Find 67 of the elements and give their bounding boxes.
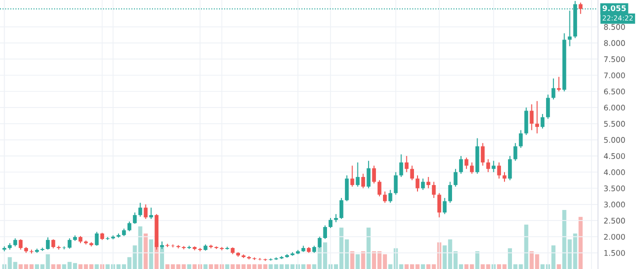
bar (556, 264, 561, 269)
bar (420, 264, 425, 269)
candlestick (382, 191, 387, 204)
candlestick (399, 154, 404, 178)
candlestick (372, 165, 376, 184)
candlestick (51, 238, 56, 249)
candlestick (486, 158, 490, 173)
candlestick (480, 142, 485, 166)
candlestick (470, 162, 474, 174)
candlestick (328, 217, 332, 228)
bar (350, 251, 354, 269)
candlestick (513, 142, 518, 162)
candlestick (442, 197, 447, 215)
candlestick (68, 238, 72, 250)
bar (356, 254, 360, 269)
candlestick (410, 165, 414, 181)
candlestick (502, 172, 506, 182)
candlestick (416, 174, 420, 192)
bar (366, 228, 371, 269)
candlestick (454, 168, 458, 188)
bar (306, 264, 311, 269)
candlestick (366, 160, 370, 189)
candlestick (144, 204, 148, 220)
bar (203, 264, 208, 269)
candlestick (340, 197, 344, 220)
candlestick (556, 76, 561, 92)
candlestick (540, 114, 544, 130)
bar (94, 264, 99, 269)
candlestick (344, 174, 349, 202)
candlestick (426, 176, 430, 189)
candlestick (323, 224, 327, 240)
candlestick (578, 2, 583, 14)
candlestick (394, 172, 398, 196)
bar (144, 233, 148, 269)
candlestick (432, 181, 436, 198)
candlestick (518, 130, 523, 148)
candlestick (524, 107, 528, 136)
bar (187, 264, 192, 269)
candlestick (552, 78, 556, 100)
candlestick (350, 165, 354, 188)
candlestick (448, 181, 452, 204)
candlestick (356, 162, 360, 188)
candlestick (421, 178, 425, 190)
candlestick (94, 231, 99, 246)
candlestick (464, 157, 468, 170)
candlestick (492, 160, 496, 173)
bar (361, 251, 366, 269)
candlestick (132, 212, 137, 224)
candlestick (127, 221, 132, 232)
candlestick (46, 236, 50, 250)
candlestick (459, 155, 463, 174)
bar (225, 264, 230, 269)
candlestick (497, 162, 501, 180)
bar (475, 251, 480, 269)
candlestick (149, 207, 154, 220)
bar (149, 239, 154, 269)
bar (578, 216, 583, 269)
candlestick (404, 155, 409, 173)
candlestick (508, 155, 512, 181)
candlestick (388, 189, 392, 204)
candlestick (361, 173, 366, 189)
candlestick (18, 238, 23, 250)
candlestick (546, 94, 550, 120)
candlestick (535, 100, 540, 134)
candlestick (138, 202, 142, 218)
candlestick (437, 192, 442, 218)
candlestick (378, 180, 382, 197)
